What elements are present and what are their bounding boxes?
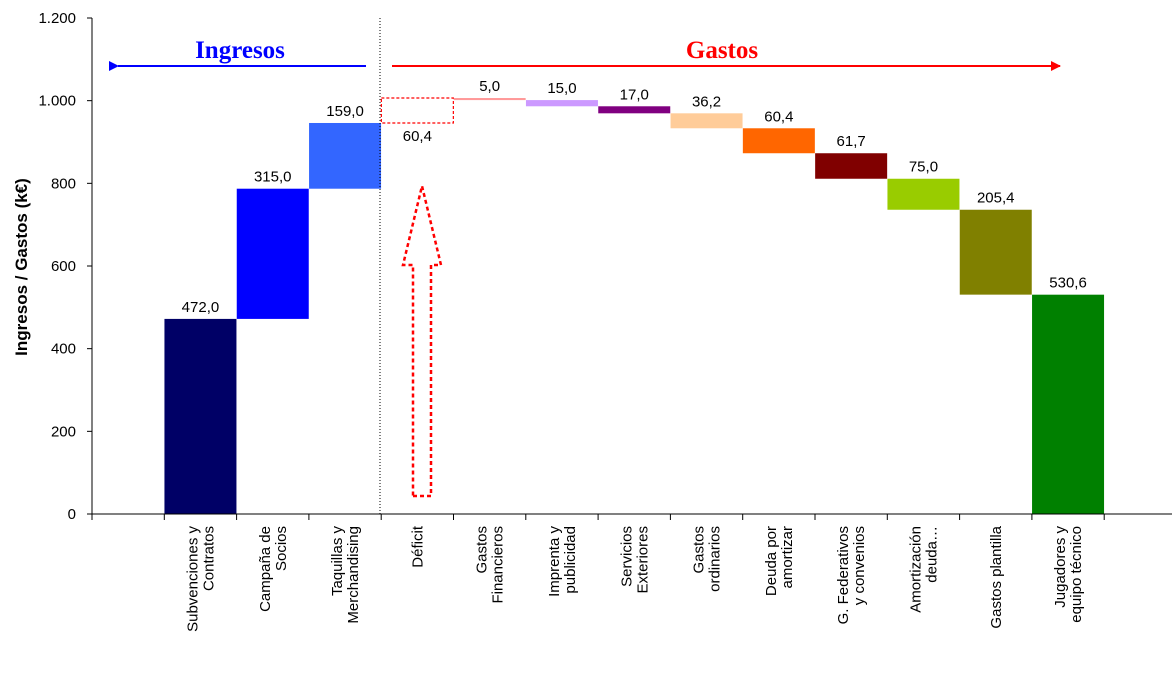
category-label-line: Taquillas y (329, 526, 346, 597)
category-label-line: Contratos (200, 526, 217, 591)
bar-value-label: 472,0 (182, 299, 220, 316)
bar-deficit (380, 97, 454, 124)
category-label-line: Servicios (618, 526, 635, 587)
category-label-line: Deuda por (763, 526, 780, 596)
bar (164, 318, 237, 514)
bars (164, 97, 1105, 514)
bar-value-label: 205,4 (977, 190, 1015, 207)
bar-value-label: 5,0 (479, 78, 500, 95)
category-label: Jugadores y equipo técnico (1052, 526, 1085, 623)
category-label-line: Financieros (490, 526, 507, 604)
bar-value-label: 36,2 (692, 93, 721, 110)
bar (525, 100, 598, 107)
value-labels: 472,0 315,0 159,0 60,4 5,0 15,0 17,0 36,2 60,4 61… (182, 78, 1087, 316)
bar (742, 128, 815, 154)
category-label-line: publicidad (562, 526, 579, 594)
category-label: Amortización deuda… (907, 526, 940, 613)
bar-value-label: 17,0 (620, 86, 649, 103)
bar (309, 122, 382, 189)
bar-value-label: 61,7 (837, 133, 866, 150)
category-label-line: Déficit (409, 525, 426, 568)
category-labels: Subvenciones y Contratos Campaña de Socios T… (184, 525, 1085, 632)
ingresos-title: Ingresos (195, 37, 285, 64)
category-label-line: G. Federativos (835, 526, 852, 624)
bar (1032, 294, 1105, 514)
category-label: Subvenciones y Contratos (184, 526, 217, 632)
y-tick-label: 200 (51, 423, 76, 440)
category-label-line: Imprenta y (546, 526, 563, 597)
category-label: G. Federativos y convenios (835, 526, 868, 624)
bar-value-label: 530,6 (1049, 275, 1087, 292)
bar (236, 188, 309, 319)
bar (598, 106, 671, 114)
bar (815, 153, 888, 179)
bar-value-label: 60,4 (403, 128, 432, 145)
category-label-line: Socios (273, 526, 290, 571)
bar (670, 113, 743, 129)
y-tick-label: 0 (68, 506, 76, 523)
bar-value-label: 60,4 (764, 108, 793, 125)
bar-value-label: 15,0 (547, 80, 576, 97)
category-label: Gastos ordinarios (691, 526, 724, 592)
bar-value-label: 75,0 (909, 159, 938, 176)
category-label: Imprenta y publicidad (546, 526, 579, 597)
category-label-line: ordinarios (707, 526, 724, 592)
category-label-line: Amortización (907, 526, 924, 613)
category-label-line: amortizar (779, 526, 796, 589)
y-axis-ticks: 0 200 400 600 800 1.000 1.200 (38, 10, 1105, 523)
y-tick-label: 1.200 (38, 10, 76, 27)
gastos-title: Gastos (686, 37, 759, 64)
category-label-line: Subvenciones y (184, 526, 201, 632)
y-tick-label: 800 (51, 175, 76, 192)
category-label: Campaña de Socios (257, 526, 290, 612)
category-label-line: equipo técnico (1068, 526, 1085, 623)
deficit-up-arrow (401, 185, 443, 498)
category-label-line: Exteriores (634, 526, 651, 594)
bar-value-label: 159,0 (326, 103, 364, 120)
category-label-line: Jugadores y (1052, 526, 1069, 608)
category-label-line: Campaña de (257, 526, 274, 612)
category-label-line: Gastos (691, 526, 708, 574)
category-label: Servicios Exteriores (618, 526, 651, 594)
y-tick-label: 1.000 (38, 93, 76, 110)
category-label-line: Merchandising (345, 526, 362, 624)
y-tick-label: 600 (51, 258, 76, 275)
category-label-line: Gastos plantilla (988, 525, 1005, 628)
category-label-line: deuda… (923, 526, 940, 583)
category-label: Taquillas y Merchandising (329, 526, 362, 624)
bar (453, 98, 526, 101)
category-label: Gastos Financieros (474, 526, 507, 604)
y-tick-label: 400 (51, 341, 76, 358)
category-label: Gastos plantilla (988, 525, 1005, 628)
y-axis-title: Ingresos / Gastos (k€) (12, 178, 31, 356)
category-label: Déficit (409, 525, 426, 568)
bar (887, 178, 960, 210)
bar (959, 209, 1032, 295)
category-label-line: y convenios (851, 526, 868, 605)
bar-value-label: 315,0 (254, 169, 292, 186)
category-label: Deuda por amortizar (763, 526, 796, 596)
category-label-line: Gastos (474, 526, 491, 574)
